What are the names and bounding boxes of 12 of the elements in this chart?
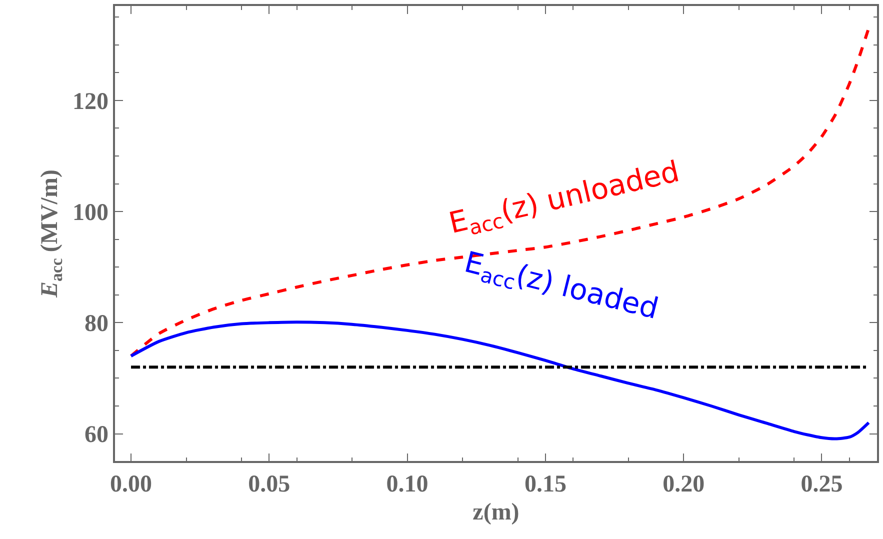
- y-tick-label: 100: [72, 200, 108, 226]
- x-tick-label: 0.05: [248, 472, 290, 498]
- y-tick-label: 60: [84, 422, 108, 448]
- x-tick-label: 0.15: [524, 472, 566, 498]
- line-series: [130, 320, 870, 440]
- x-tick-label: 0.20: [662, 472, 705, 498]
- y-tick-label: 120: [72, 88, 108, 115]
- y-tick-label: 80: [84, 311, 108, 338]
- x-axis-title: z(m): [472, 499, 520, 526]
- x-tick-label: 0.00: [110, 472, 152, 498]
- x-tick-label: 0.25: [800, 472, 843, 498]
- x-tick-label: 0.10: [386, 472, 428, 498]
